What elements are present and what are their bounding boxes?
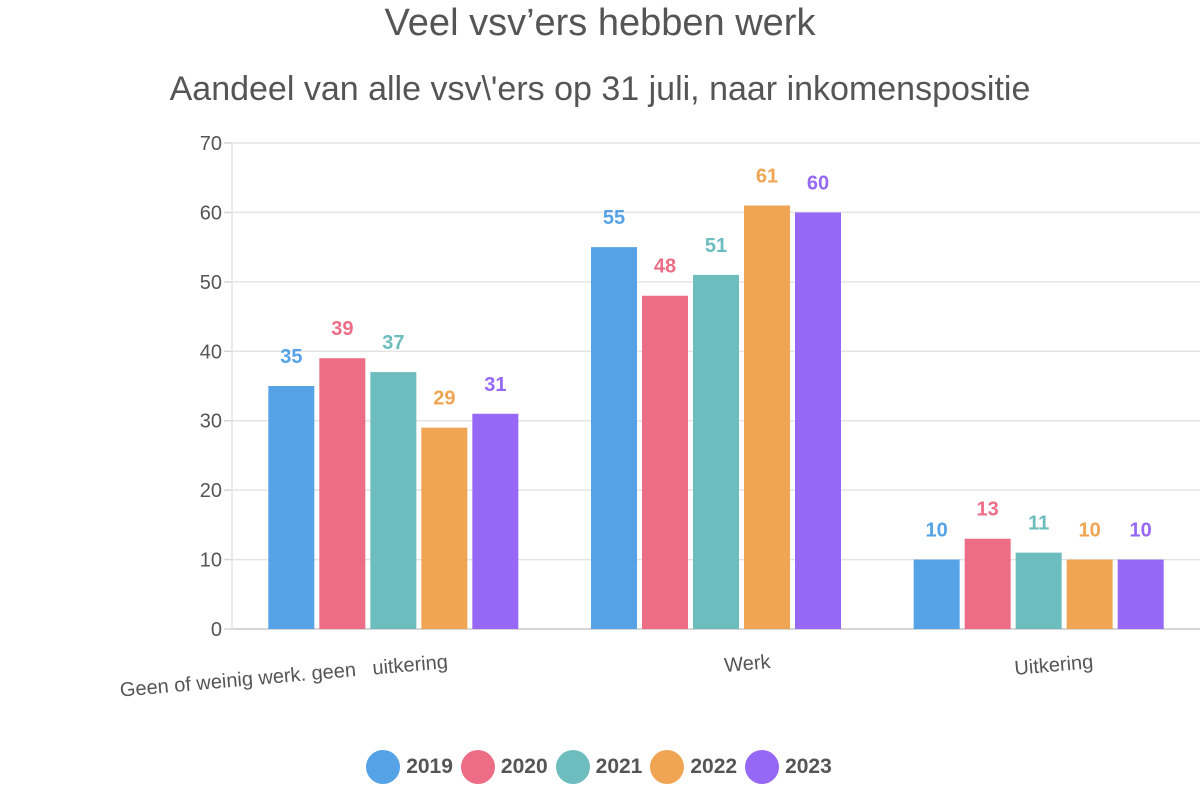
bar	[472, 413, 519, 629]
legend-swatch-2020	[460, 750, 495, 784]
y-tick-label: 0	[211, 619, 222, 641]
bar	[642, 295, 688, 629]
data-label: 37	[382, 332, 404, 354]
x-tick-label: Geen of weinig werk. geen uitkering	[119, 651, 449, 702]
data-label: 10	[926, 520, 948, 542]
data-label: 10	[1130, 520, 1152, 542]
legend-swatch-2019	[366, 750, 401, 784]
legend-item-2021[interactable]: 2021	[555, 750, 645, 784]
x-tick-label: Uitkering	[1014, 651, 1095, 680]
legend-swatch-2023	[745, 750, 780, 784]
bar	[744, 205, 790, 629]
data-label: 31	[484, 374, 506, 396]
legend-item-2019[interactable]: 2019	[366, 750, 455, 784]
y-tick-label: 60	[200, 202, 222, 224]
chart-subtitle: Aandeel van alle vsv\'ers op 31 juli, na…	[169, 70, 1031, 108]
data-label: 48	[654, 256, 676, 278]
data-label: 60	[807, 172, 829, 194]
x-tick-label: Werk	[723, 651, 772, 677]
bar	[319, 358, 366, 629]
data-label: 51	[705, 235, 727, 257]
data-label: 13	[977, 499, 999, 521]
bar	[591, 247, 637, 629]
legend-label-2022: 2022	[690, 755, 738, 778]
bar	[1015, 552, 1062, 629]
legend-label-2019: 2019	[406, 755, 453, 778]
legend-label-2020: 2020	[500, 755, 548, 778]
bar	[268, 386, 315, 629]
y-tick-label: 70	[200, 133, 222, 155]
bar	[964, 538, 1011, 629]
y-tick-label: 50	[200, 272, 222, 294]
data-label: 29	[433, 388, 455, 410]
data-label: 35	[280, 346, 302, 368]
y-tick-label: 30	[200, 411, 222, 433]
bar	[421, 427, 468, 629]
y-tick-label: 20	[200, 480, 222, 502]
legend: 2019 2020 2021 2022 2023	[0, 750, 1200, 784]
chart-title: Veel vsv’ers hebben werk	[384, 2, 816, 44]
data-label: 11	[1028, 513, 1049, 535]
y-tick-label: 40	[200, 341, 222, 363]
data-label: 10	[1079, 520, 1101, 542]
data-label: 61	[756, 165, 778, 187]
bar	[693, 274, 739, 629]
bar	[913, 559, 960, 629]
bar	[370, 372, 417, 629]
legend-item-2023[interactable]: 2023	[745, 750, 834, 784]
legend-item-2020[interactable]: 2020	[460, 750, 550, 784]
legend-swatch-2021	[555, 750, 590, 784]
legend-label-2023: 2023	[785, 755, 832, 778]
legend-label-2021: 2021	[595, 755, 643, 778]
y-tick-label: 10	[200, 550, 222, 572]
bar	[1066, 559, 1113, 629]
legend-swatch-2022	[650, 750, 685, 784]
data-label: 39	[331, 318, 353, 340]
bar	[795, 212, 841, 629]
data-label: 55	[603, 207, 625, 229]
legend-item-2022[interactable]: 2022	[650, 750, 739, 784]
bar	[1117, 559, 1164, 629]
